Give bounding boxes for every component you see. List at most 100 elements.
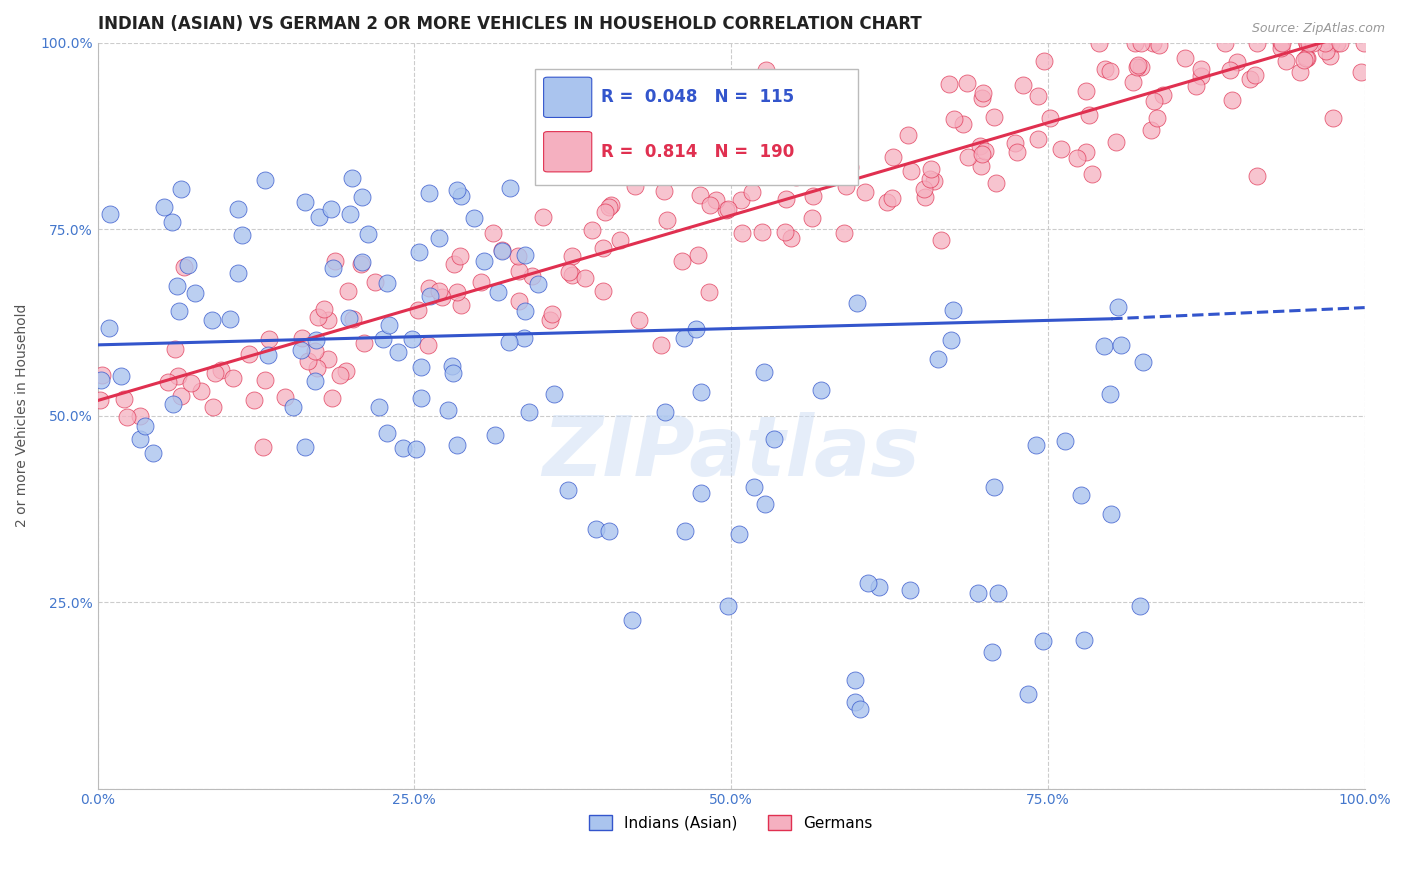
Point — [1074, 84, 1097, 98]
Point — [1050, 142, 1073, 156]
Point — [527, 277, 550, 292]
Point — [704, 193, 727, 207]
Point — [912, 182, 935, 196]
Point — [243, 392, 266, 407]
Point — [1012, 78, 1035, 92]
Point — [984, 176, 1007, 190]
Point — [966, 586, 988, 600]
Point — [336, 285, 359, 299]
Point — [1147, 37, 1170, 52]
Point — [897, 128, 920, 143]
Point — [754, 497, 776, 511]
Point — [377, 318, 399, 332]
Point — [427, 231, 450, 245]
Point — [304, 343, 326, 358]
Point — [418, 281, 440, 295]
Point — [319, 202, 342, 217]
Point — [167, 304, 190, 318]
Point — [322, 260, 344, 275]
Point — [405, 442, 427, 456]
Point — [1220, 94, 1243, 108]
Point — [671, 254, 693, 268]
Point — [513, 331, 536, 345]
Point — [484, 428, 506, 442]
Point — [929, 233, 952, 247]
Point — [290, 343, 312, 357]
Point — [741, 185, 763, 199]
Point — [844, 673, 866, 688]
Point — [585, 522, 607, 536]
Point — [1353, 36, 1375, 50]
Point — [1271, 36, 1294, 50]
Point — [134, 419, 156, 434]
Point — [256, 348, 278, 362]
Point — [846, 296, 869, 310]
Point — [219, 312, 242, 326]
Point — [482, 226, 505, 240]
Point — [274, 390, 297, 404]
Point — [486, 285, 509, 299]
Point — [969, 139, 991, 153]
Point — [1128, 58, 1150, 72]
Point — [437, 403, 460, 417]
Point — [1066, 151, 1088, 165]
Point — [350, 190, 373, 204]
Point — [1213, 36, 1236, 50]
Point — [543, 387, 565, 401]
Point — [1053, 434, 1076, 449]
Point — [170, 182, 193, 196]
Point — [927, 351, 949, 366]
Point — [801, 189, 824, 203]
Point — [167, 369, 190, 384]
Point — [598, 524, 620, 538]
Point — [257, 332, 280, 346]
Point — [697, 285, 720, 299]
Point — [520, 268, 543, 283]
Point — [922, 173, 945, 187]
Point — [748, 153, 770, 168]
Point — [446, 438, 468, 452]
Point — [1038, 111, 1060, 125]
Point — [654, 184, 676, 198]
Point — [1143, 95, 1166, 109]
Point — [755, 63, 778, 78]
Point — [441, 366, 464, 380]
Point — [1315, 36, 1337, 50]
Point — [1070, 488, 1092, 502]
Point — [558, 265, 581, 279]
Point — [1122, 74, 1144, 88]
Point — [297, 354, 319, 368]
Point — [856, 575, 879, 590]
Point — [780, 231, 803, 245]
Point — [541, 307, 564, 321]
Point — [170, 389, 193, 403]
Point — [531, 210, 554, 224]
Point — [983, 110, 1005, 124]
Point — [446, 183, 468, 197]
Point — [970, 91, 993, 105]
Point — [418, 186, 440, 201]
Text: ZIPatlas: ZIPatlas — [543, 412, 920, 493]
Point — [204, 366, 226, 380]
Point — [717, 599, 740, 614]
Point — [1270, 36, 1292, 50]
Point — [673, 331, 696, 345]
Point — [952, 117, 974, 131]
Point — [163, 342, 186, 356]
Point — [316, 352, 339, 367]
Point — [1076, 145, 1098, 160]
Point — [609, 233, 631, 247]
Point — [685, 322, 707, 336]
Point — [793, 169, 815, 183]
Point — [1322, 111, 1344, 125]
Point — [470, 276, 492, 290]
Point — [1296, 36, 1319, 50]
Point — [411, 359, 433, 374]
Point — [942, 303, 965, 318]
Point — [752, 365, 775, 379]
Point — [730, 227, 752, 241]
Point — [446, 285, 468, 299]
Point — [1302, 36, 1324, 50]
Point — [517, 405, 540, 419]
Point — [222, 371, 245, 385]
